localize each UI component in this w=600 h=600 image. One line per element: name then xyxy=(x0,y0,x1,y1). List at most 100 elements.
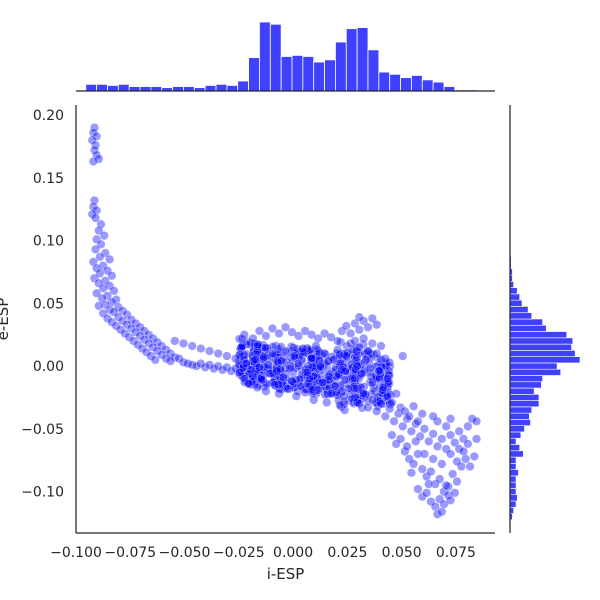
scatter-point xyxy=(313,333,323,344)
scatter-point xyxy=(94,154,104,164)
scatter-point xyxy=(354,399,364,409)
scatter-point xyxy=(328,355,338,365)
scatter-point xyxy=(387,430,397,440)
y-hist-bar xyxy=(509,375,543,383)
scatter-point xyxy=(95,252,105,262)
scatter-point xyxy=(302,367,312,377)
scatter-point xyxy=(341,321,351,331)
scatter-point xyxy=(200,362,210,372)
scatter-point xyxy=(241,376,251,386)
scatter-point xyxy=(248,333,258,344)
x-tick-label: 0.025 xyxy=(327,545,367,561)
scatter-point xyxy=(333,336,343,346)
scatter-point xyxy=(323,389,333,399)
scatter-point xyxy=(289,351,299,361)
scatter-point xyxy=(445,495,456,505)
scatter-point xyxy=(463,439,473,449)
y-hist-bar xyxy=(509,463,517,470)
scatter-point xyxy=(105,254,115,264)
scatter-point xyxy=(293,331,304,341)
scatter-point xyxy=(274,379,284,389)
x-hist-bar xyxy=(367,49,380,92)
scatter-point xyxy=(161,353,171,364)
x-hist-bar xyxy=(150,86,163,92)
x-hist-bar xyxy=(226,85,239,92)
y-hist-bar xyxy=(509,331,568,339)
scatter-point xyxy=(285,364,295,374)
scatter-point xyxy=(272,366,282,376)
x-hist-bar xyxy=(389,73,401,92)
x-hist-bar xyxy=(172,86,184,92)
scatter-point xyxy=(359,389,369,399)
y-hist-bar xyxy=(509,400,540,408)
y-hist-bar xyxy=(509,287,518,295)
scatter-point xyxy=(283,384,293,394)
scatter-point xyxy=(294,361,304,371)
scatter-point xyxy=(432,441,443,451)
scatter-point xyxy=(372,348,382,359)
x-hist-bar xyxy=(204,85,217,92)
scatter-point xyxy=(441,480,451,490)
y-hist-bar xyxy=(509,444,520,452)
y-tick-label: 0.15 xyxy=(33,171,64,187)
scatter-point xyxy=(350,384,360,394)
scatter-point xyxy=(98,283,108,293)
scatter-point xyxy=(428,429,438,439)
scatter-point xyxy=(413,484,423,494)
scatter-point xyxy=(274,328,284,338)
scatter-point xyxy=(374,365,385,375)
y-tick-label: −0.10 xyxy=(21,485,64,501)
x-hist-bar xyxy=(269,23,282,92)
scatter-point xyxy=(381,361,391,371)
x-tick-label: 0.075 xyxy=(436,545,476,561)
scatter-point xyxy=(92,263,102,273)
scatter-point xyxy=(280,346,291,356)
y-hist-bar xyxy=(509,431,522,439)
x-hist-bar xyxy=(411,75,423,92)
scatter-point xyxy=(298,343,308,354)
scatter-point xyxy=(409,401,419,411)
scatter-point xyxy=(426,466,436,477)
scatter-point xyxy=(348,374,358,384)
y-hist-bar xyxy=(509,343,572,351)
y-hist-bar xyxy=(509,450,524,458)
scatter-point xyxy=(165,356,175,366)
scatter-point xyxy=(356,369,367,379)
scatter-point xyxy=(314,378,324,388)
scatter-point xyxy=(458,446,469,456)
scatter-point xyxy=(380,353,390,364)
scatter-point xyxy=(268,342,278,352)
x-tick-label: 0.000 xyxy=(273,545,313,561)
y-hist-bar xyxy=(509,500,517,508)
y-hist-bar xyxy=(509,469,519,477)
scatter-point xyxy=(419,449,429,459)
scatter-point xyxy=(400,446,410,456)
scatter-point xyxy=(411,436,421,446)
scatter-point xyxy=(350,392,360,402)
scatter-point xyxy=(374,366,384,376)
scatter-point xyxy=(367,338,377,349)
scatter-point xyxy=(367,395,377,405)
y-hist-bar xyxy=(509,488,517,496)
scatter-point xyxy=(413,416,423,426)
y-hist-bar xyxy=(509,368,561,376)
scatter-point xyxy=(87,209,97,219)
scatter-point xyxy=(261,331,271,341)
scatter-point xyxy=(88,128,98,138)
right-marginal-histogram xyxy=(509,255,581,521)
x-hist-bar xyxy=(215,83,228,92)
scatter-point xyxy=(406,426,416,436)
x-hist-bar xyxy=(313,61,325,92)
x-hist-bar xyxy=(421,79,434,92)
x-hist-bar xyxy=(291,54,304,92)
scatter-point xyxy=(353,384,363,394)
x-tick-label: −0.075 xyxy=(104,545,156,561)
scatter-point xyxy=(406,468,416,478)
y-hist-bar xyxy=(509,387,535,395)
x-axis-label: i-ESP xyxy=(267,565,305,583)
scatter-point xyxy=(467,414,477,424)
x-hist-bar xyxy=(335,41,347,92)
scatter-point xyxy=(471,416,482,426)
scatter-point xyxy=(253,339,263,349)
scatter-point xyxy=(463,421,473,431)
